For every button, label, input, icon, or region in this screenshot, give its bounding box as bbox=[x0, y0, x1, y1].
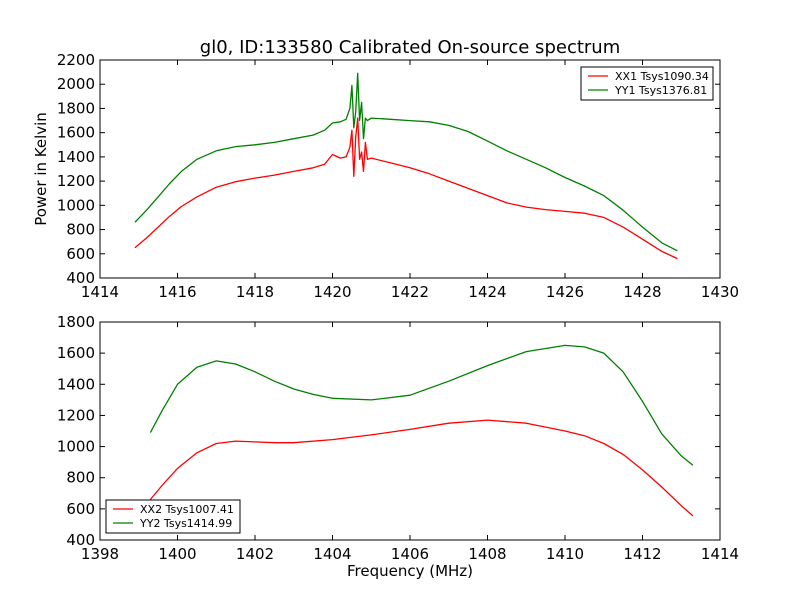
x-tick-label: 1414 bbox=[81, 283, 119, 301]
y-tick-label: 800 bbox=[66, 221, 95, 239]
y-tick-label: 800 bbox=[66, 469, 95, 487]
legend-label: YY1 Tsys1376.81 bbox=[614, 84, 707, 97]
y-tick-label: 400 bbox=[66, 269, 95, 287]
legend-label: YY2 Tsys1414.99 bbox=[139, 517, 232, 530]
x-tick-label: 1430 bbox=[701, 283, 739, 301]
x-tick-label: 1428 bbox=[623, 283, 661, 301]
x-tick-label: 1400 bbox=[158, 545, 196, 563]
chart-layer: 1414 1416 1418 1420 1422 1424 1426 1428 1430 400 6… bbox=[57, 51, 739, 563]
legend-box bbox=[580, 66, 714, 101]
x-tick-label: 1418 bbox=[236, 283, 274, 301]
y-tick-label: 600 bbox=[66, 500, 95, 518]
figure-title: gl0, ID:133580 Calibrated On-source spec… bbox=[200, 37, 620, 58]
legend-label: XX2 Tsys1007.41 bbox=[140, 503, 234, 516]
chart-panel-2: 1398 1400 1402 1404 1406 1408 1410 1412 1414 400 6… bbox=[57, 313, 739, 563]
y-tick-label: 2000 bbox=[57, 75, 95, 93]
y-tick-label: 400 bbox=[66, 531, 95, 549]
series-line-1 bbox=[149, 419, 694, 517]
y-tick-label: 600 bbox=[66, 245, 95, 263]
y-tick-label: 1400 bbox=[57, 148, 95, 166]
y-axis-label: Power in Kelvin bbox=[32, 112, 50, 226]
y-tick-label: 2200 bbox=[57, 51, 95, 69]
x-tick-label: 1404 bbox=[313, 545, 351, 563]
x-tick-label: 1426 bbox=[546, 283, 584, 301]
legend-label: XX1 Tsys1090.34 bbox=[615, 70, 709, 83]
chart-panel-1: 1414 1416 1418 1420 1422 1424 1426 1428 1430 400 6… bbox=[57, 51, 739, 301]
x-tick-label: 1414 bbox=[701, 545, 739, 563]
x-tick-label: 1410 bbox=[546, 545, 584, 563]
y-tick-label: 1600 bbox=[57, 124, 95, 142]
y-tick-label: 1200 bbox=[57, 406, 95, 424]
series-line-1 bbox=[134, 117, 678, 260]
y-tick-label: 1600 bbox=[57, 344, 95, 362]
y-tick-label: 1800 bbox=[57, 99, 95, 117]
y-tick-label: 1000 bbox=[57, 438, 95, 456]
x-tick-label: 1412 bbox=[623, 545, 661, 563]
legend-box bbox=[105, 499, 241, 534]
x-tick-label: 1416 bbox=[158, 283, 196, 301]
y-tick-label: 1800 bbox=[57, 313, 95, 331]
x-tick-label: 1406 bbox=[391, 545, 429, 563]
y-tick-label: 1000 bbox=[57, 196, 95, 214]
x-tick-label: 1402 bbox=[236, 545, 274, 563]
x-axis-label: Frequency (MHz) bbox=[347, 562, 473, 580]
x-tick-label: 1424 bbox=[468, 283, 506, 301]
x-tick-label: 1422 bbox=[391, 283, 429, 301]
y-tick-label: 1400 bbox=[57, 375, 95, 393]
x-tick-label: 1398 bbox=[81, 545, 119, 563]
x-tick-label: 1420 bbox=[313, 283, 351, 301]
x-tick-label: 1408 bbox=[468, 545, 506, 563]
y-tick-label: 1200 bbox=[57, 172, 95, 190]
series-line-2 bbox=[134, 72, 678, 252]
series-line-2 bbox=[149, 344, 694, 466]
